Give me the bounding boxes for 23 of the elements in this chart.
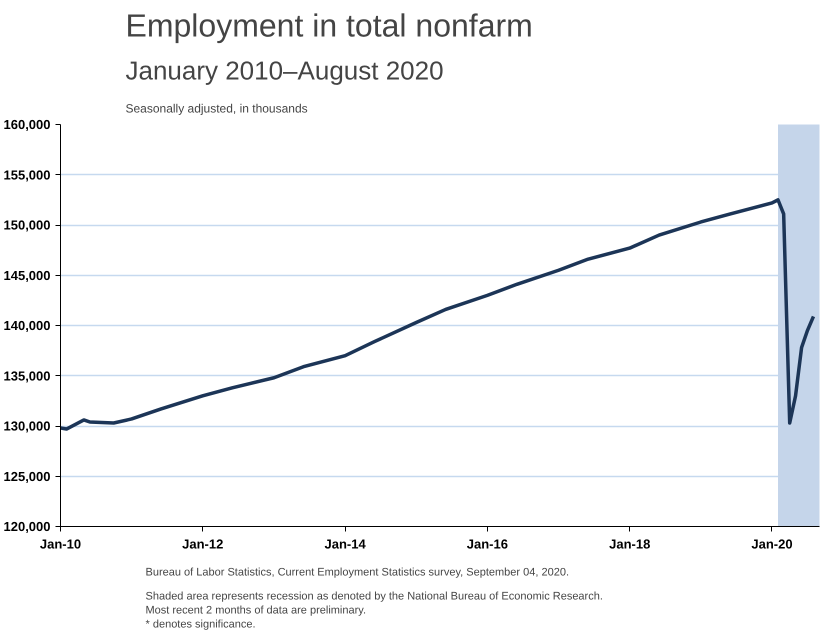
y-tick-label: 125,000 bbox=[4, 468, 51, 484]
y-tick-label: 130,000 bbox=[4, 418, 51, 434]
y-tick-label: 135,000 bbox=[4, 368, 51, 384]
x-tick-label: Jan-16 bbox=[466, 536, 508, 552]
y-tick-label: 155,000 bbox=[4, 167, 51, 182]
y-tick-label: 160,000 bbox=[4, 117, 51, 132]
x-tick-label: Jan-20 bbox=[751, 536, 793, 552]
y-tick-label: 145,000 bbox=[4, 268, 51, 283]
y-tick-label: 140,000 bbox=[4, 318, 51, 333]
line-series bbox=[60, 198, 816, 431]
x-tick-label: Jan-14 bbox=[324, 536, 366, 552]
text: Shaded area represents recession as denoted by the National Bureau of Economic Research. bbox=[146, 590, 603, 602]
text: Bureau of Labor Statistics, Current Employment Statistics survey, September 04, 2020. bbox=[146, 566, 569, 578]
chart-title: Employment in total nonfarm bbox=[126, 8, 533, 44]
text: * denotes significance. bbox=[146, 618, 256, 630]
x-tick-label: Jan-18 bbox=[609, 536, 650, 552]
text: Most recent 2 months of data are preliminary. bbox=[146, 604, 366, 616]
x-tick-label: Jan-10 bbox=[40, 536, 82, 552]
y-tick-label: 150,000 bbox=[4, 218, 51, 232]
x-tick-label: Jan-12 bbox=[182, 536, 224, 552]
y-axis-title: Seasonally adjusted, in thousands bbox=[126, 102, 308, 116]
chart-subtitle: January 2010–August 2020 bbox=[126, 56, 444, 86]
y-tick-label: 120,000 bbox=[4, 519, 51, 534]
